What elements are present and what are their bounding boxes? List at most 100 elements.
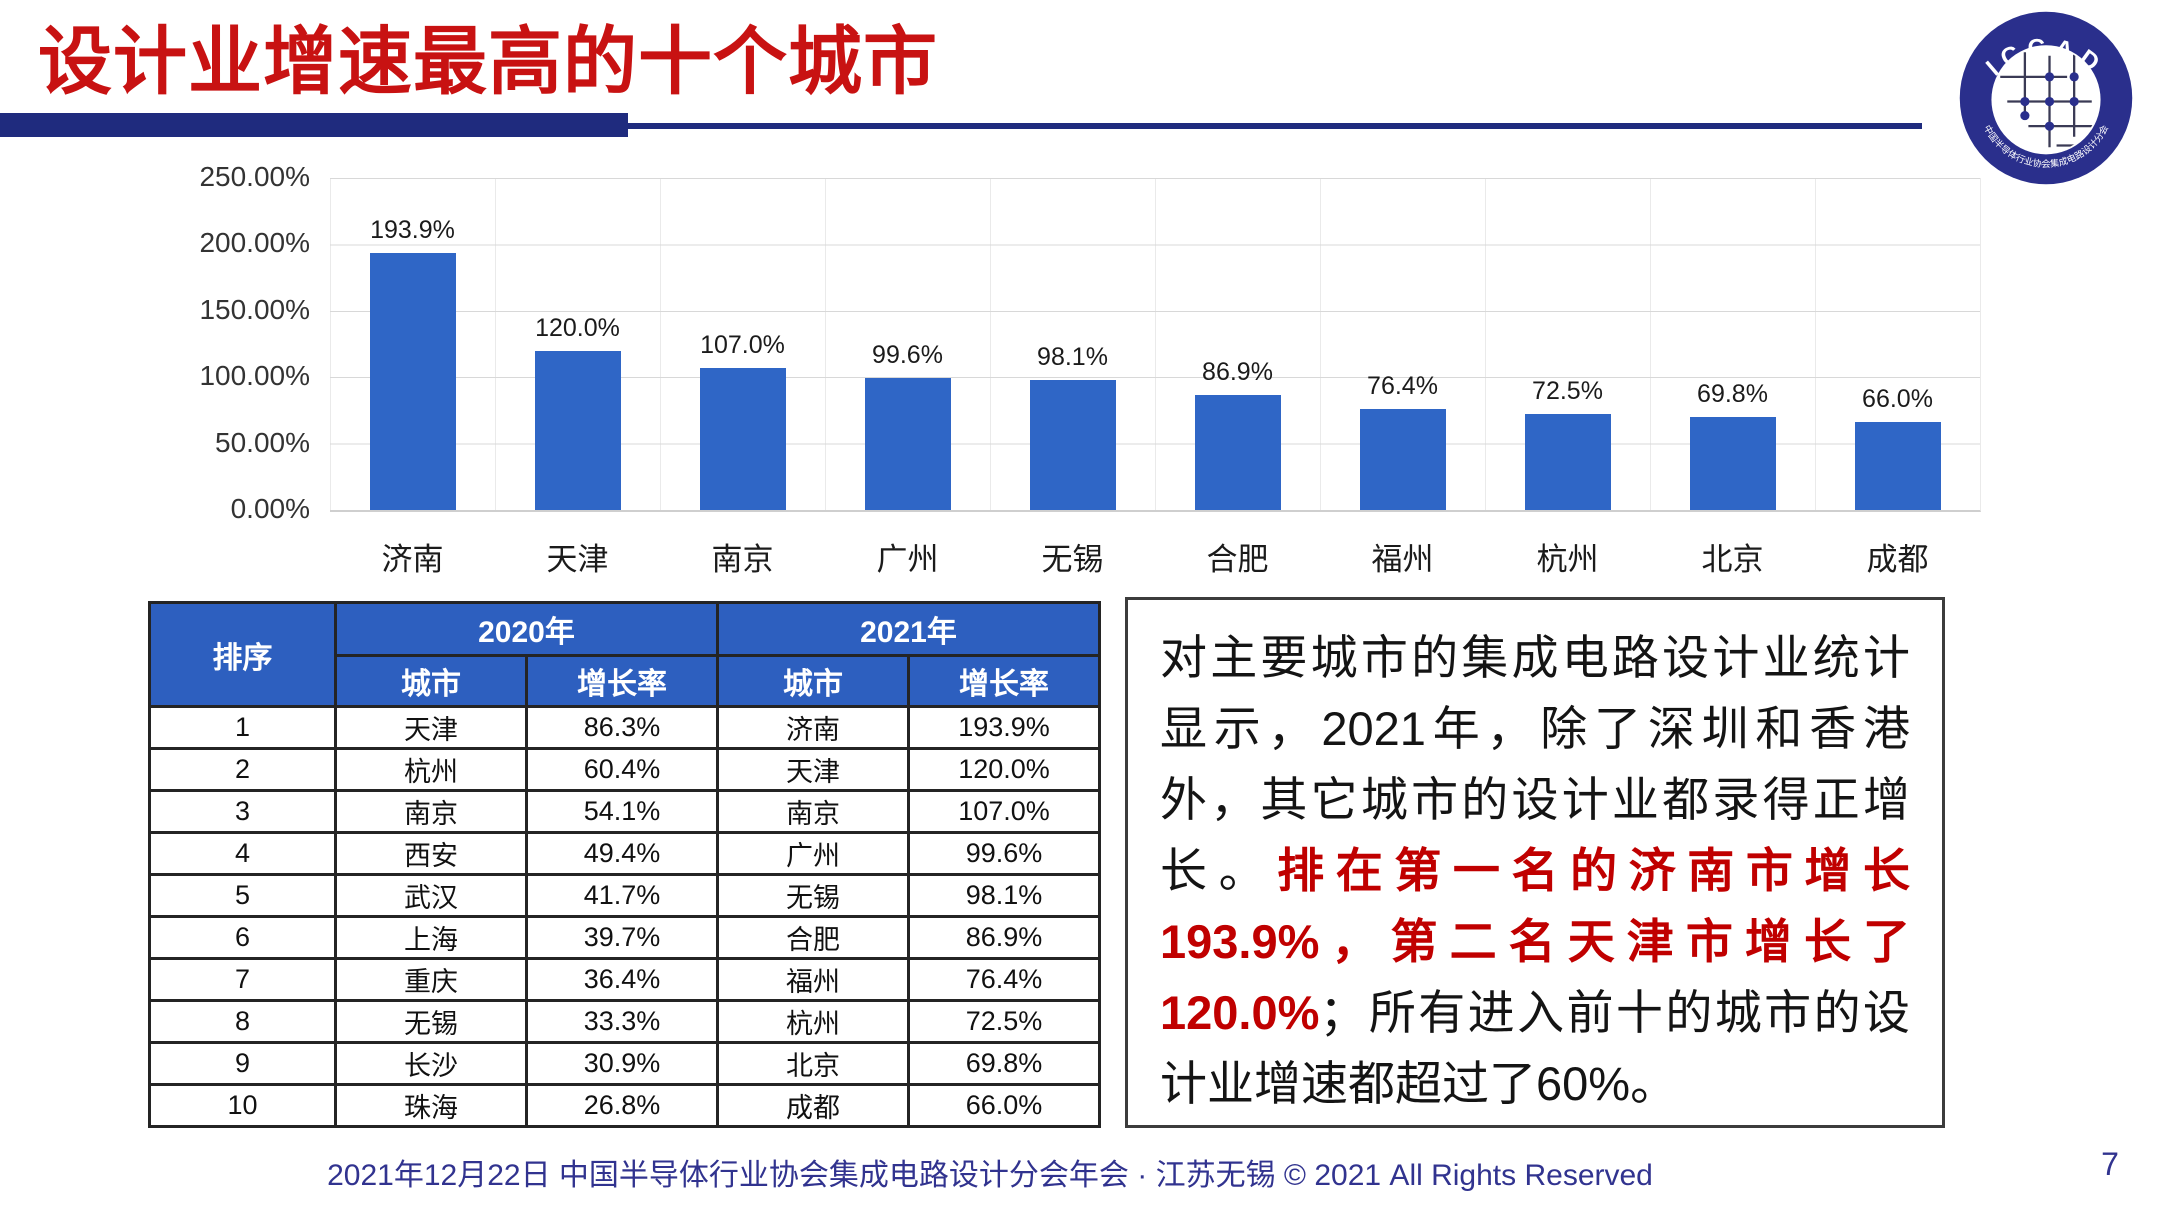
footer-credit: 2021年12月22日 中国半导体行业协会集成电路设计分会年会 · 江苏无锡 ©… bbox=[327, 1159, 1653, 1192]
bar-北京 bbox=[1689, 417, 1776, 510]
cell-city_2021: 天津 bbox=[716, 747, 910, 792]
bar-slot-天津: 120.0% bbox=[495, 178, 660, 510]
y-axis-tick: 50.00% bbox=[215, 426, 310, 458]
cell-city_2020: 上海 bbox=[334, 915, 528, 960]
logo-circuit-dots bbox=[2020, 72, 2079, 131]
cell-city_2021: 广州 bbox=[716, 831, 910, 876]
cell-city_2021: 北京 bbox=[716, 1041, 910, 1086]
note-highlight: 排在第一名的济南市增长193.9%，第二名天津市增长了120.0% bbox=[1160, 844, 1911, 1039]
cell-city_2021: 福州 bbox=[716, 957, 910, 1002]
cell-city_2021: 成都 bbox=[716, 1083, 910, 1128]
cell-rank: 6 bbox=[148, 915, 337, 960]
bar-value-label: 120.0% bbox=[535, 313, 620, 342]
cell-rank: 2 bbox=[148, 747, 337, 792]
x-axis-label-济南: 济南 bbox=[381, 542, 444, 577]
cell-rate_2020: 26.8% bbox=[525, 1083, 719, 1128]
cell-city_2021: 合肥 bbox=[716, 915, 910, 960]
cell-rate_2021: 120.0% bbox=[907, 747, 1101, 792]
bar-slot-南京: 107.0% bbox=[660, 178, 825, 510]
y-axis-tick: 150.00% bbox=[199, 293, 310, 325]
bar-slot-济南: 193.9% bbox=[330, 178, 495, 510]
table-row: 8 无锡 33.3% 杭州 72.5% bbox=[148, 999, 1101, 1044]
col-header-year-2021: 2021年 bbox=[716, 601, 1101, 657]
y-axis-tick: 0.00% bbox=[230, 493, 310, 524]
cell-rate_2020: 39.7% bbox=[525, 915, 719, 960]
y-axis-tick: 100.00% bbox=[199, 360, 310, 392]
cell-rate_2020: 33.3% bbox=[525, 999, 719, 1044]
col-header-rate-2020: 增长率 bbox=[525, 654, 719, 708]
table-row: 4 西安 49.4% 广州 99.6% bbox=[148, 831, 1101, 876]
bar-value-label: 76.4% bbox=[1367, 371, 1438, 400]
cell-rate_2020: 54.1% bbox=[525, 789, 719, 834]
cell-city_2020: 西安 bbox=[334, 831, 528, 876]
cell-rank: 5 bbox=[148, 873, 337, 918]
cell-rank: 4 bbox=[148, 831, 337, 876]
cell-rate_2021: 99.6% bbox=[907, 831, 1101, 876]
table-row: 7 重庆 36.4% 福州 76.4% bbox=[148, 957, 1101, 1002]
x-axis-label-南京: 南京 bbox=[711, 542, 774, 577]
col-header-city-2020: 城市 bbox=[334, 654, 528, 708]
cell-rate_2021: 86.9% bbox=[907, 915, 1101, 960]
cell-rank: 3 bbox=[148, 789, 337, 834]
note-text-after: ；所有进入前十的城市的设计业增速都超过了60%。 bbox=[1160, 986, 1910, 1110]
bar-广州 bbox=[864, 377, 951, 510]
col-header-year-2020: 2020年 bbox=[334, 601, 719, 657]
table-row: 9 长沙 30.9% 北京 69.8% bbox=[148, 1041, 1101, 1086]
bar-value-label: 72.5% bbox=[1532, 376, 1603, 405]
bar-slot-合肥: 86.9% bbox=[1155, 178, 1320, 510]
cell-rate_2021: 72.5% bbox=[907, 999, 1101, 1044]
cell-rate_2020: 36.4% bbox=[525, 957, 719, 1002]
col-header-rank: 排序 bbox=[148, 601, 337, 708]
bar-济南 bbox=[369, 252, 456, 510]
bar-value-label: 99.6% bbox=[872, 340, 943, 369]
note-text-before: 对主要城市的集成电路设计业统计显示，2021年，除了深圳和香港外，其它城市的设计… bbox=[1160, 631, 1910, 897]
growth-bar-chart: 193.9% 120.0% 107.0% 99.6% 98.1% 86.9% 76.4% 72… bbox=[330, 178, 1981, 512]
cell-rank: 8 bbox=[148, 999, 337, 1044]
bar-value-label: 69.8% bbox=[1697, 380, 1768, 409]
summary-note-box: 对主要城市的集成电路设计业统计显示，2021年，除了深圳和香港外，其它城市的设计… bbox=[1125, 597, 1945, 1128]
cell-city_2020: 武汉 bbox=[334, 873, 528, 918]
table-row: 3 南京 54.1% 南京 107.0% bbox=[148, 789, 1101, 834]
cell-rate_2021: 193.9% bbox=[907, 705, 1101, 750]
title-underline-thin bbox=[0, 123, 1922, 129]
bar-value-label: 98.1% bbox=[1037, 342, 1108, 371]
iccad-logo: ICCAD 中国半导体行业协会集成电路设计分会 bbox=[1959, 11, 2133, 185]
cell-rate_2020: 49.4% bbox=[525, 831, 719, 876]
cell-city_2021: 无锡 bbox=[716, 873, 910, 918]
cell-rank: 9 bbox=[148, 1041, 337, 1086]
bar-杭州 bbox=[1524, 413, 1611, 510]
x-axis-label-广州: 广州 bbox=[876, 542, 939, 577]
y-axis-tick: 200.00% bbox=[199, 227, 310, 259]
cell-rate_2021: 98.1% bbox=[907, 873, 1101, 918]
cell-rank: 7 bbox=[148, 957, 337, 1002]
cell-rate_2021: 107.0% bbox=[907, 789, 1101, 834]
cell-city_2020: 南京 bbox=[334, 789, 528, 834]
y-axis-tick: 250.00% bbox=[199, 161, 310, 192]
bar-福州 bbox=[1359, 408, 1446, 510]
cell-city_2020: 重庆 bbox=[334, 957, 528, 1002]
x-axis-label-福州: 福州 bbox=[1371, 542, 1434, 577]
table-row: 2 杭州 60.4% 天津 120.0% bbox=[148, 747, 1101, 792]
cell-city_2021: 济南 bbox=[716, 705, 910, 750]
cell-rate_2020: 30.9% bbox=[525, 1041, 719, 1086]
cell-city_2021: 南京 bbox=[716, 789, 910, 834]
cell-city_2020: 杭州 bbox=[334, 747, 528, 792]
bar-无锡 bbox=[1029, 379, 1116, 510]
bar-value-label: 193.9% bbox=[370, 215, 455, 244]
table-row: 5 武汉 41.7% 无锡 98.1% bbox=[148, 873, 1101, 918]
city-growth-rank-table: 排序 2020年 2021年 城市 增长率 城市 增长率 1 天津 86.3% 济南 1… bbox=[148, 601, 1101, 1128]
table-row: 10 珠海 26.8% 成都 66.0% bbox=[148, 1083, 1101, 1128]
cell-rate_2020: 86.3% bbox=[525, 705, 719, 750]
chart-x-axis: 济南 天津 南京 广州 无锡 合肥 福州 杭州 北京 成都 bbox=[330, 534, 1980, 579]
x-axis-label-北京: 北京 bbox=[1701, 542, 1764, 577]
table-row: 6 上海 39.7% 合肥 86.9% bbox=[148, 915, 1101, 960]
bar-value-label: 107.0% bbox=[700, 330, 785, 359]
cell-rank: 1 bbox=[148, 705, 337, 750]
col-header-rate-2021: 增长率 bbox=[907, 654, 1101, 708]
x-axis-label-合肥: 合肥 bbox=[1206, 542, 1269, 577]
page-title: 设计业增速最高的十个城市 bbox=[38, 20, 938, 103]
bar-slot-福州: 76.4% bbox=[1320, 178, 1485, 510]
bar-成都 bbox=[1854, 422, 1941, 510]
bar-value-label: 66.0% bbox=[1862, 385, 1933, 414]
cell-city_2021: 杭州 bbox=[716, 999, 910, 1044]
